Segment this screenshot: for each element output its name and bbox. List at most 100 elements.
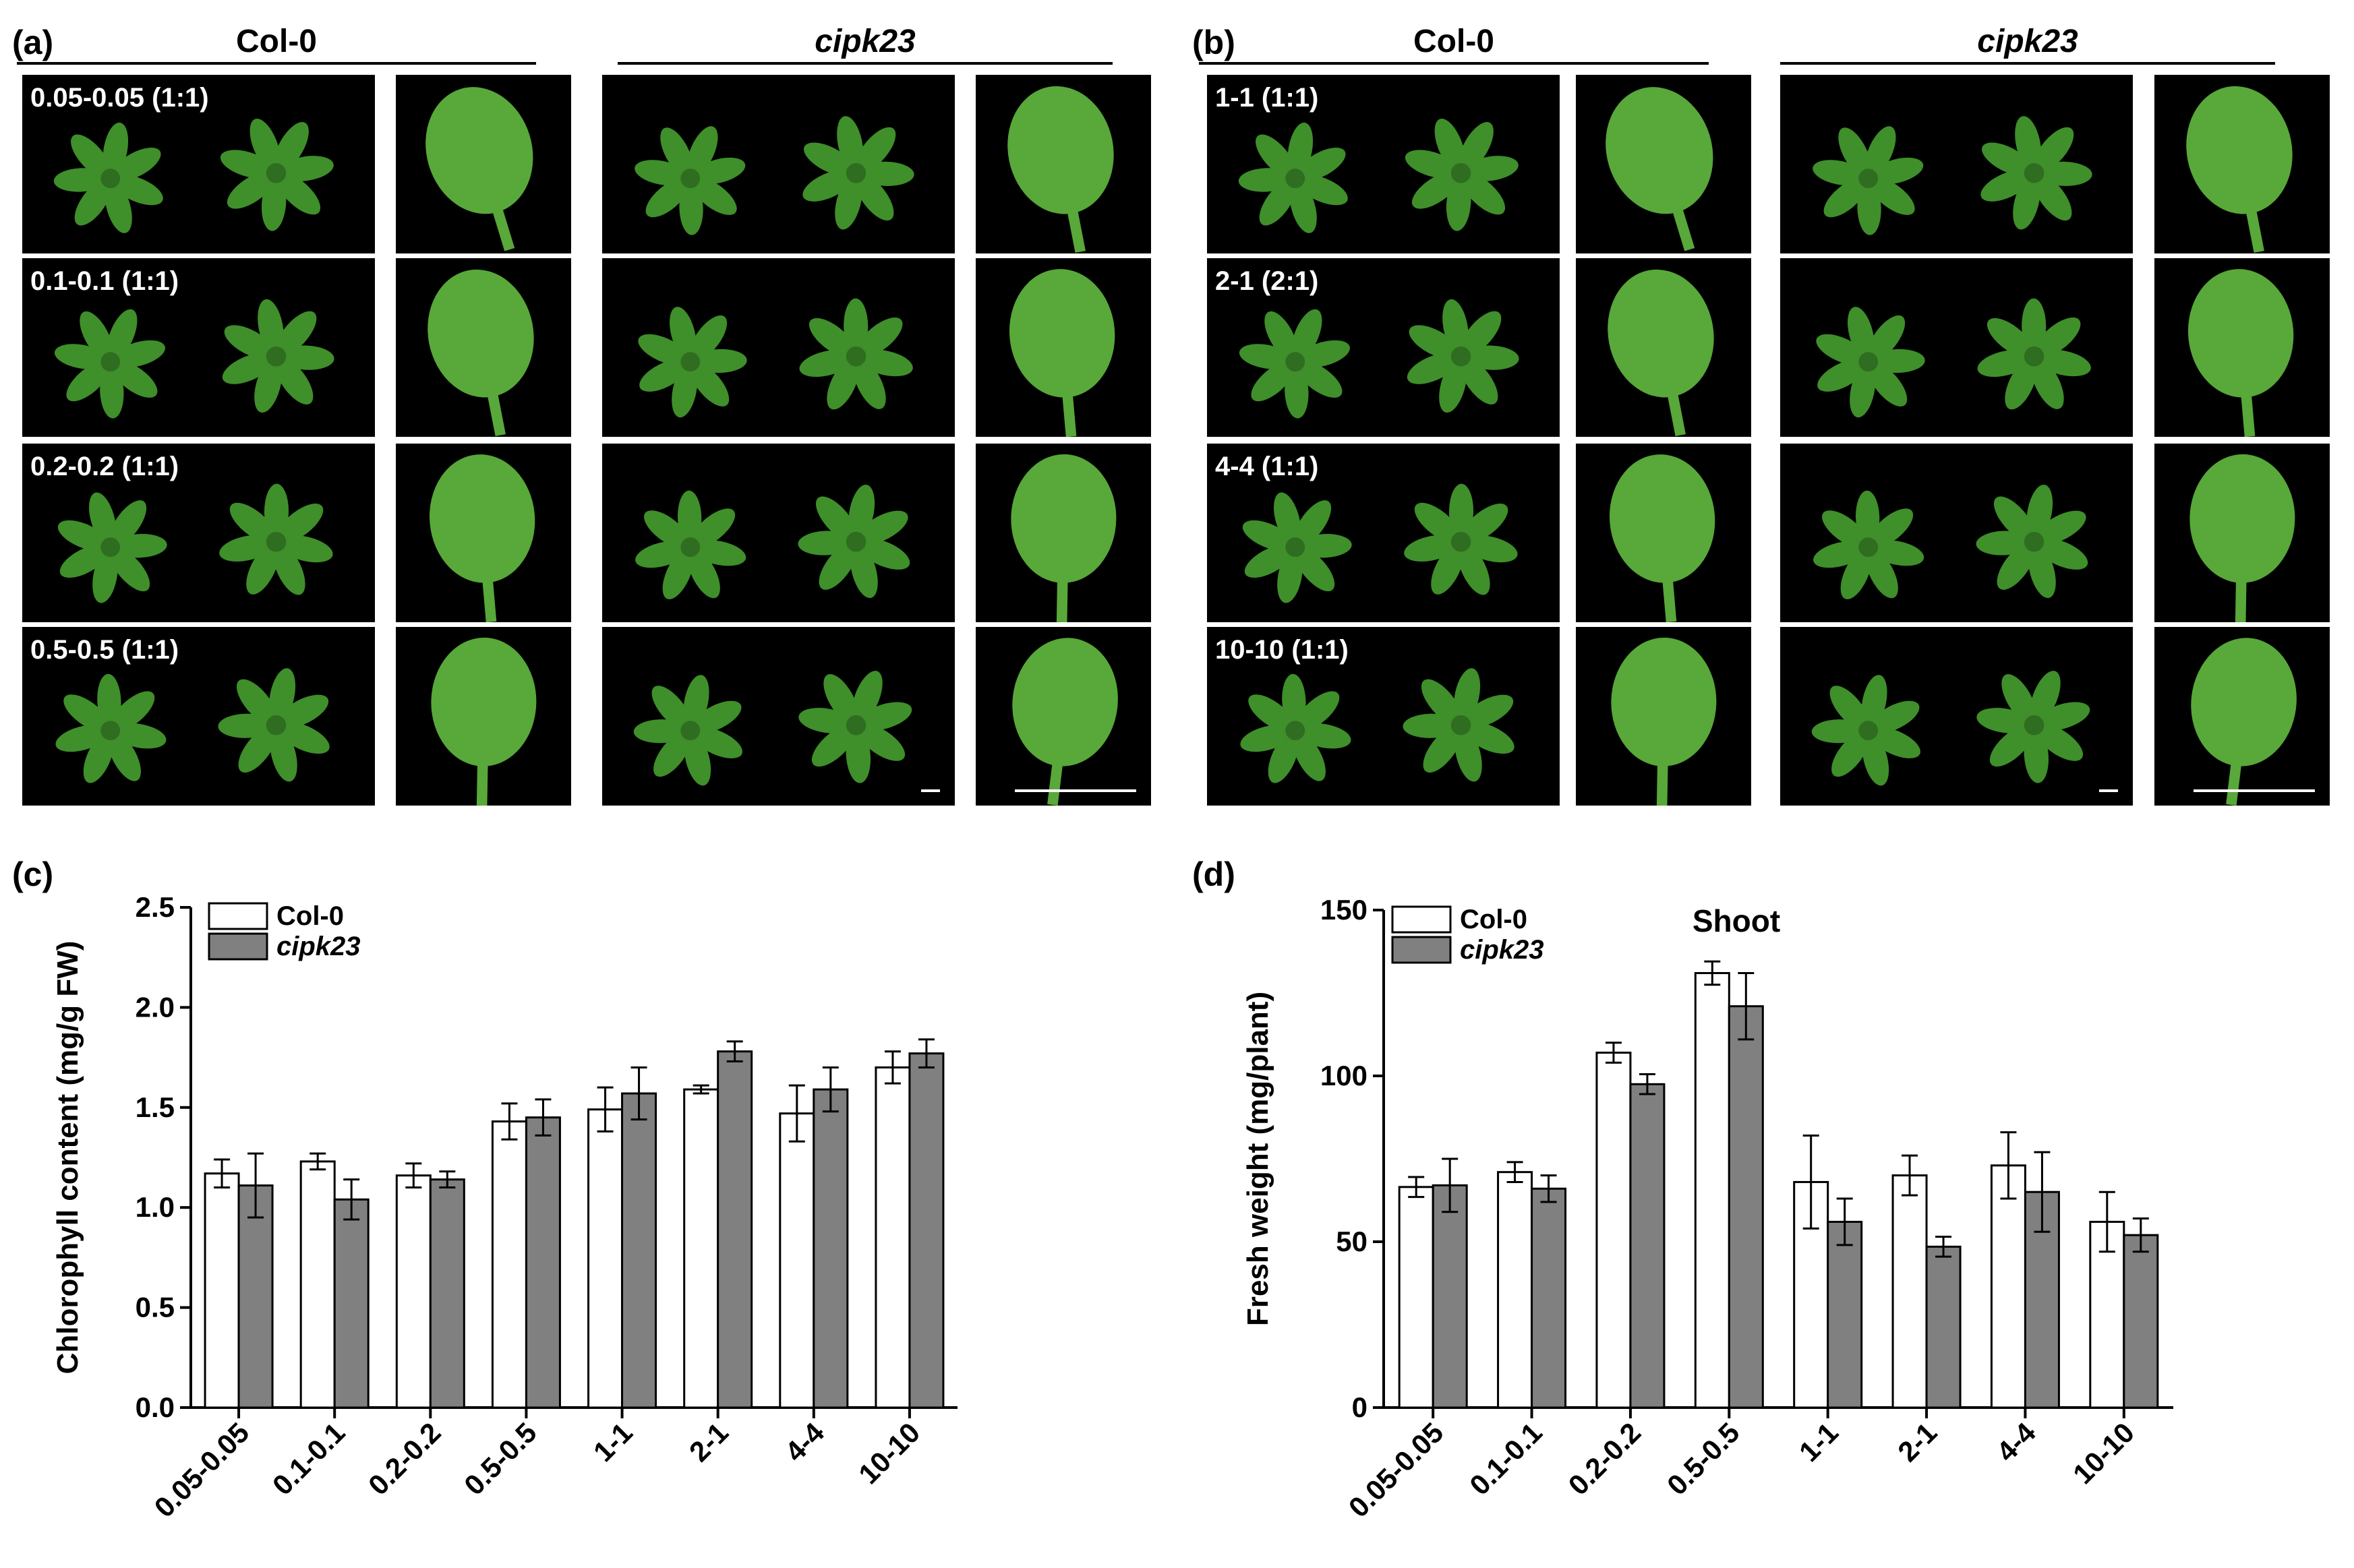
panel-a-row-label: 0.1-0.1 (1:1)	[30, 266, 179, 296]
y-tick-label: 0	[1352, 1391, 1367, 1423]
leaf	[1012, 638, 1118, 806]
rosette	[802, 116, 914, 230]
bar	[1432, 1184, 1468, 1409]
rosette	[218, 668, 330, 782]
rosette	[798, 484, 910, 599]
x-tick-label: 0.5-0.5	[1661, 1416, 1746, 1501]
rosette	[53, 122, 163, 233]
x-tick-label: 0.1-0.1	[1463, 1416, 1548, 1501]
panel-a-photo-r3-c2	[396, 444, 571, 622]
bar	[1827, 1220, 1863, 1409]
bar	[429, 1178, 465, 1409]
panel-b-photo-r3-c2	[1576, 444, 1751, 622]
panel-b-row-label: 2-1 (2:1)	[1215, 266, 1319, 296]
panel-a-cipk23-title: cipk23	[815, 24, 916, 59]
panel-a-photo-r1-c2	[396, 75, 571, 253]
panel-b-cipk23-title: cipk23	[1977, 24, 2078, 59]
panel-a-photo-r4-c2	[396, 627, 571, 806]
rosette	[55, 673, 167, 783]
rosette	[635, 126, 746, 235]
bar	[1925, 1245, 1962, 1409]
x-tick-label: 0.2-0.2	[1562, 1416, 1647, 1501]
bar	[908, 1052, 945, 1409]
rosette	[638, 307, 747, 418]
panel-b-row-label: 4-4 (1:1)	[1215, 452, 1319, 481]
rosette	[1976, 671, 2090, 783]
rosette	[1980, 116, 2092, 230]
x-tick-label: 4-4	[779, 1416, 831, 1468]
panel-b-label: (b)	[1192, 24, 1235, 61]
panel-a-photo-r4-c1: 0.5-0.5 (1:1)	[22, 627, 375, 806]
y-tick-label: 2.5	[136, 891, 175, 923]
panel-a-col0-title: Col-0	[236, 24, 317, 59]
rosette	[1407, 299, 1519, 413]
panel-a-row-label: 0.05-0.05 (1:1)	[30, 83, 209, 113]
rosette	[1405, 119, 1519, 231]
bar	[779, 1112, 815, 1409]
rosette	[1403, 668, 1514, 782]
rosette	[633, 675, 742, 786]
rosette	[1813, 126, 1924, 235]
panel-b-photo-r4-c1: 10-10 (1:1)	[1207, 627, 1560, 806]
x-tick-label: 10-10	[2067, 1416, 2140, 1490]
bar	[491, 1120, 527, 1409]
x-tick-label: 10-10	[852, 1416, 926, 1490]
bar	[204, 1172, 240, 1409]
leaf	[2189, 454, 2295, 622]
x-tick-label: 0.5-0.5	[458, 1416, 543, 1501]
panel-a-photo-r1-c4	[976, 75, 1151, 253]
panel-b-photo-r4-c3	[1780, 627, 2133, 806]
scale-bar	[2194, 789, 2315, 792]
x-tick-label: 0.2-0.2	[362, 1416, 447, 1501]
leaf	[1610, 454, 1715, 622]
panel-d-label: (d)	[1192, 855, 1235, 893]
leaf	[425, 87, 533, 251]
bar	[683, 1088, 719, 1409]
y-axis-label: Fresh weight (mg/plant)	[1241, 992, 1274, 1326]
panel-b-photo-r2-c2	[1576, 258, 1751, 437]
bar	[621, 1092, 657, 1409]
bar	[395, 1174, 432, 1409]
bar	[525, 1116, 561, 1409]
bar	[813, 1088, 849, 1409]
panel-a-cipk23-rule	[618, 62, 1113, 65]
x-tick-label: 1-1	[1793, 1416, 1844, 1468]
panel-b-photo-r4-c2	[1576, 627, 1751, 806]
bar	[1531, 1187, 1567, 1409]
bar	[237, 1184, 274, 1409]
panel-b-photo-r1-c1: 1-1 (1:1)	[1207, 75, 1560, 253]
panel-b-photo-r1-c4	[2154, 75, 2330, 253]
panel-a-photo-r4-c3	[602, 627, 955, 806]
panel-a-photo-r3-c3	[602, 444, 955, 622]
scale-bar	[1015, 789, 1136, 792]
rosette	[1242, 492, 1352, 603]
rosette	[219, 483, 333, 595]
bar	[2123, 1234, 2159, 1409]
legend-label: cipk23	[276, 932, 361, 961]
y-tick-label: 1.0	[136, 1191, 175, 1223]
y-tick-label: 2.0	[136, 991, 175, 1023]
panel-a-row-label: 0.2-0.2 (1:1)	[30, 452, 179, 481]
panel-b-photo-r2-c1: 2-1 (2:1)	[1207, 258, 1560, 437]
bar	[875, 1066, 911, 1409]
legend-swatch	[1391, 905, 1452, 934]
bar	[1629, 1083, 1666, 1409]
panel-a-photo-r2-c2	[396, 258, 571, 437]
rosette	[54, 309, 165, 419]
rosette	[220, 119, 334, 231]
chart-d-fresh-weight: 0 50 100 150 Fresh weight (mg/plant) 0.05-0.0…	[1241, 894, 2173, 1524]
bar	[1398, 1186, 1434, 1409]
panel-a-photo-r2-c3	[602, 258, 955, 437]
rosette	[799, 298, 913, 410]
leaf	[1606, 87, 1713, 251]
panel-a-row-label: 0.5-0.5 (1:1)	[30, 635, 179, 665]
scale-bar	[2099, 789, 2118, 792]
panel-a-col0-rule	[17, 62, 536, 65]
legend-label: Col-0	[1460, 905, 1527, 934]
panel-a-photo-r3-c1: 0.2-0.2 (1:1)	[22, 444, 375, 622]
x-tick-label: 0.1-0.1	[266, 1416, 351, 1501]
rosette	[1976, 484, 2088, 599]
panel-a-photo-r2-c1: 0.1-0.1 (1:1)	[22, 258, 375, 437]
panel-b-photo-r3-c3	[1780, 444, 2133, 622]
rosette	[1977, 298, 2091, 410]
